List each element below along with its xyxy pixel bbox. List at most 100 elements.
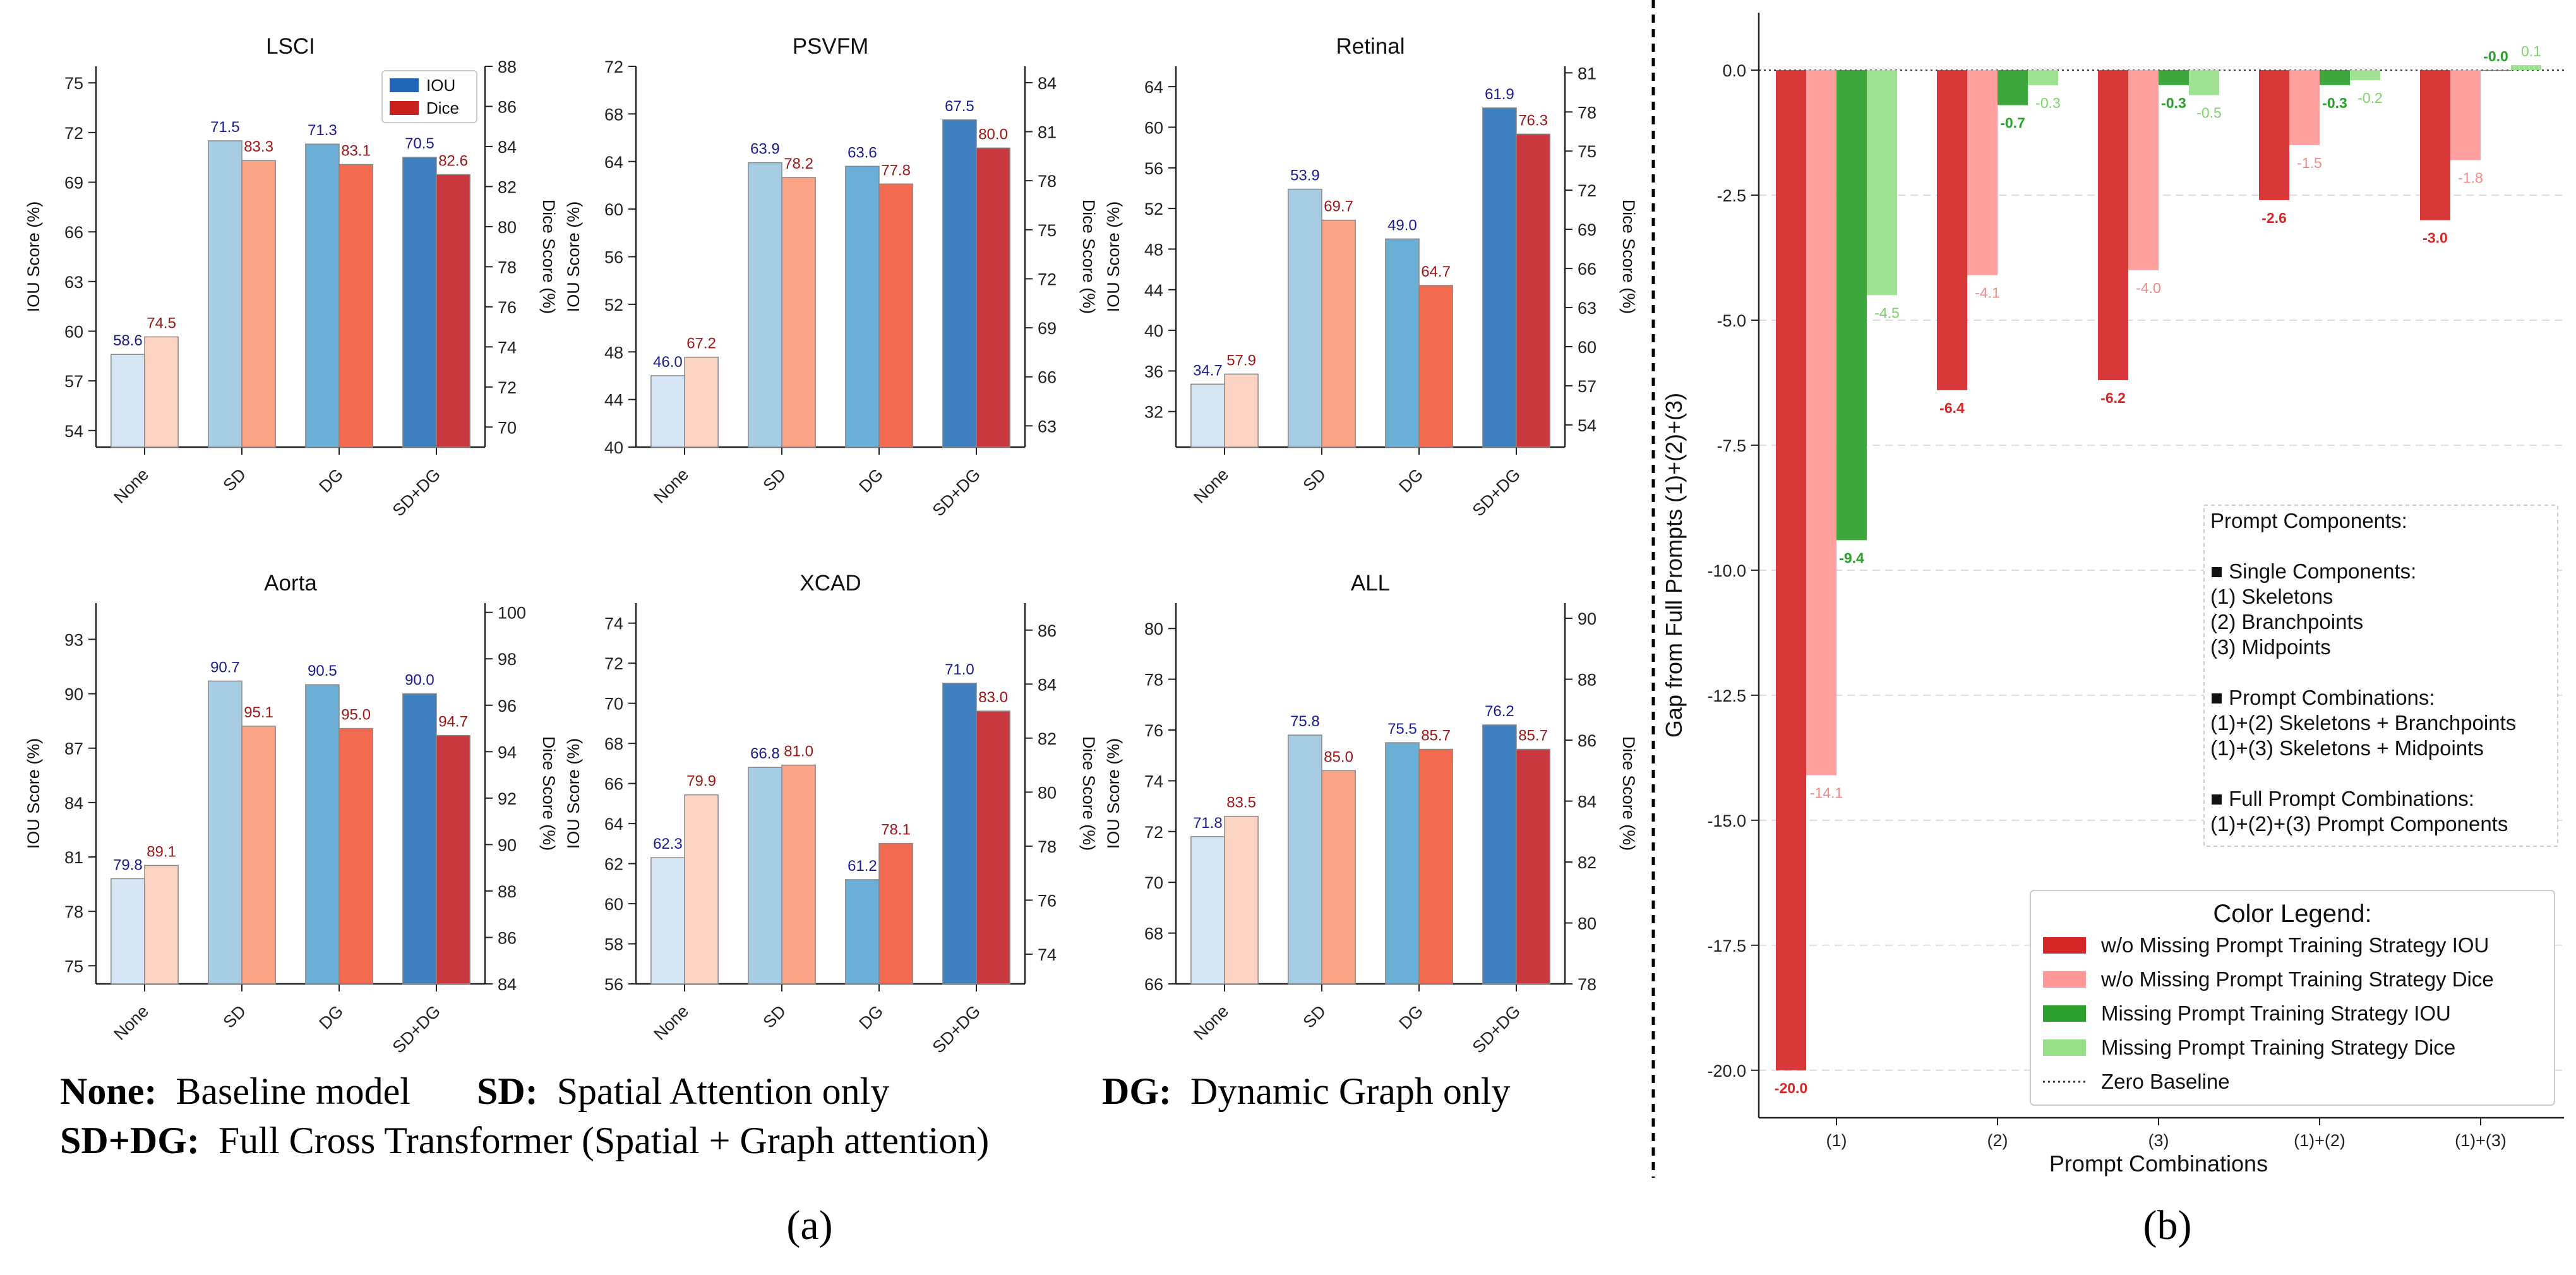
data-label: -4.1 xyxy=(1975,285,2000,301)
y-tick-label-right: 81 xyxy=(1578,64,1597,83)
data-label: -0.5 xyxy=(2196,105,2222,121)
y-tick-label-right: 76 xyxy=(1038,891,1057,910)
y-tick-label-left: 58 xyxy=(604,935,623,954)
bar-w-o-missing-prompt-training-strategy-iou-3 xyxy=(2098,70,2128,381)
bar-dice-sd-dg xyxy=(976,147,1010,448)
y-tick-label-left: 72 xyxy=(64,124,83,143)
y-axis-label-right: Dice Score (%) xyxy=(539,736,558,851)
y-tick-label-right: 82 xyxy=(1038,729,1057,748)
y-tick-label-left: 57 xyxy=(64,372,83,391)
y-tick-label-left: 66 xyxy=(1144,975,1163,994)
chart-prompt-gap: 0.0 -2.5 -5.0 -7.5 -10.0 -12.5 -15.0 -17.5 -20.0… xyxy=(1661,13,2564,1176)
y-tick-label-left: 36 xyxy=(1144,362,1163,381)
data-label-dice: 85.7 xyxy=(1518,727,1548,745)
y-tick-label-left: 32 xyxy=(1144,403,1163,422)
bar-iou-none xyxy=(650,375,685,448)
bar-dice-sd xyxy=(241,726,276,985)
y-tick-label: -20.0 xyxy=(1707,1062,1746,1080)
data-label-dice: 64.7 xyxy=(1421,263,1451,280)
y-tick-label-right: 70 xyxy=(498,418,517,437)
y-tick-label-left: 72 xyxy=(604,57,623,76)
bar-iou-sd-dg xyxy=(402,157,437,448)
bar-missing-prompt-training-strategy-dice-2 xyxy=(2028,70,2058,85)
data-label-iou: 71.8 xyxy=(1193,815,1223,832)
y-tick-label-right: 54 xyxy=(1578,416,1597,435)
y-tick-label-left: 64 xyxy=(604,815,623,834)
bar-iou-sd-dg xyxy=(1482,107,1517,448)
y-tick-label-right: 66 xyxy=(1578,260,1597,278)
y-axis-label-left: IOU Score (%) xyxy=(564,738,583,849)
y-tick-label-right: 76 xyxy=(498,298,517,317)
bar-iou-sd-dg xyxy=(1482,724,1517,985)
y-tick-label-left: 60 xyxy=(604,200,623,219)
chart-psvfm: PSVFM 40 44 48 52 56 60 64 68 72 63 66 69 72 75 78 81 84 I… xyxy=(564,34,1098,520)
y-tick-label-left: 48 xyxy=(1144,240,1163,259)
y-tick-label-right: 78 xyxy=(1578,103,1597,122)
bar-iou-dg xyxy=(305,684,340,985)
bar-iou-dg xyxy=(1385,238,1420,448)
y-axis-label-left: IOU Score (%) xyxy=(1104,738,1123,849)
data-label: -4.5 xyxy=(1874,304,1900,321)
y-tick-label-right: 96 xyxy=(498,697,517,715)
bar-iou-sd xyxy=(1288,188,1322,448)
legend-label-zero-baseline: Zero Baseline xyxy=(2101,1070,2230,1093)
y-tick-label-left: 93 xyxy=(64,630,83,649)
bar-missing-prompt-training-strategy-dice-1-2 xyxy=(2350,70,2380,80)
data-label-iou: 49.0 xyxy=(1387,217,1417,234)
legend-swatch-missing-prompt-training-strategy-iou xyxy=(2043,1005,2086,1022)
bar-dice-dg xyxy=(338,727,373,985)
figure-label-a: (a) xyxy=(786,1202,832,1248)
svg-text:SD+DG: Full Cross Transf: SD+DG: Full Cross Transformer (Spatial +… xyxy=(60,1120,989,1161)
data-label-iou: 63.9 xyxy=(750,141,780,158)
y-tick-label-left: 56 xyxy=(604,975,623,994)
bar-w-o-missing-prompt-training-strategy-dice-1-3 xyxy=(2450,70,2481,160)
y-tick-label-left: 87 xyxy=(64,739,83,758)
data-label-dice: 78.1 xyxy=(881,822,911,839)
chart-all: ALL 66 68 70 72 74 76 78 80 78 80 82 84 86 88 90 IOU Sco… xyxy=(1104,571,1638,1057)
bar-iou-dg xyxy=(305,143,340,448)
y-axis-label-right: Dice Score (%) xyxy=(1079,736,1098,851)
bar-dice-dg xyxy=(878,842,913,985)
data-label-iou: 53.9 xyxy=(1290,167,1320,184)
bar-w-o-missing-prompt-training-strategy-dice-2 xyxy=(1967,70,1998,275)
x-tick-label-1-2: (1)+(2) xyxy=(2294,1131,2345,1150)
data-label-iou: 75.5 xyxy=(1387,721,1417,738)
legend-label-missing-prompt-training-strategy-iou: Missing Prompt Training Strategy IOU xyxy=(2101,1002,2451,1025)
bar-iou-none xyxy=(1190,836,1225,985)
chart-title-lsci: LSCI xyxy=(266,34,315,59)
y-tick-label-left: 68 xyxy=(1144,925,1163,943)
y-tick-label-left: 75 xyxy=(64,957,83,976)
chart-title-all: ALL xyxy=(1351,571,1390,596)
y-tick-label-right: 78 xyxy=(1038,837,1057,856)
y-tick-label-left: 63 xyxy=(64,273,83,292)
data-label-iou: 90.5 xyxy=(308,662,337,679)
caption-desc-sddg: Full Cross Transformer (Spatial + Graph … xyxy=(219,1120,989,1161)
y-tick-label-left: 74 xyxy=(604,614,623,633)
y-tick-label-left: 69 xyxy=(64,174,83,193)
y-tick-label-left: 56 xyxy=(604,248,623,267)
bar-w-o-missing-prompt-training-strategy-dice-1 xyxy=(1806,70,1836,775)
y-tick-label: -17.5 xyxy=(1707,937,1746,955)
data-label-iou: 61.9 xyxy=(1485,86,1514,103)
bar-dice-sd-dg xyxy=(436,174,470,448)
bar-missing-prompt-training-strategy-iou-1-2 xyxy=(2320,70,2350,85)
bar-w-o-missing-prompt-training-strategy-dice-3 xyxy=(2128,70,2159,270)
data-label-dice: 95.0 xyxy=(341,707,371,724)
data-label-iou: 67.5 xyxy=(945,98,974,115)
bar-dice-sd xyxy=(1321,219,1356,448)
y-tick-label-right: 72 xyxy=(1038,270,1057,289)
data-label: -0.0 xyxy=(2483,48,2508,64)
data-label-dice: 83.3 xyxy=(244,138,273,155)
data-label: -0.3 xyxy=(2322,95,2347,111)
bar-iou-none xyxy=(111,878,145,985)
y-tick-label-right: 86 xyxy=(1038,621,1057,640)
y-tick-label-left: 81 xyxy=(64,848,83,867)
bar-dice-dg xyxy=(878,183,913,448)
bar-missing-prompt-training-strategy-iou-1-3 xyxy=(2481,70,2511,71)
data-label: -0.3 xyxy=(2035,95,2061,111)
bar-w-o-missing-prompt-training-strategy-iou-1-2 xyxy=(2259,70,2289,200)
data-label-dice: 85.7 xyxy=(1421,727,1451,745)
y-tick-label-left: 84 xyxy=(64,794,83,813)
y-tick-label-right: 88 xyxy=(1578,671,1597,690)
